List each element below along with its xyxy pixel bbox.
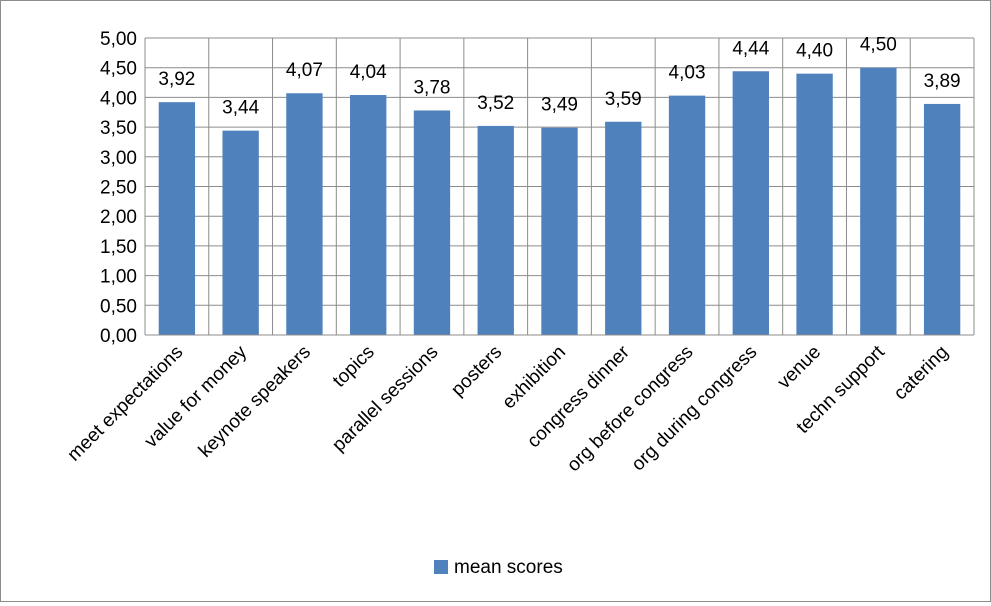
x-tick-label: posters (447, 342, 506, 401)
x-tick-label: meet expectations (64, 342, 188, 466)
x-tick-label: venue (774, 342, 825, 393)
y-tick-label: 3,50 (100, 118, 137, 139)
bar (158, 102, 196, 335)
bar (222, 130, 259, 335)
data-label: 3,49 (541, 95, 578, 116)
data-label: 3,59 (605, 89, 642, 110)
data-label: 4,50 (860, 35, 897, 56)
y-tick-label: 2,00 (100, 207, 137, 228)
y-tick-label: 0,00 (100, 326, 137, 347)
y-tick-label: 0,50 (100, 296, 137, 317)
bar (668, 95, 706, 335)
data-labels: 3,92 3,44 4,07 4,04 3,78 3,52 3,49 3,59 4,03 4,44… (158, 35, 960, 119)
bar (477, 125, 514, 335)
data-label: 3,52 (477, 93, 514, 114)
data-label: 3,89 (924, 71, 961, 92)
y-tick-label: 3,00 (100, 148, 137, 169)
data-label: 4,04 (350, 62, 387, 83)
x-tick-label: org before congress (563, 342, 697, 476)
bar (732, 71, 769, 335)
bar (796, 73, 833, 335)
bar (860, 67, 897, 335)
y-tick-label: 1,00 (100, 267, 137, 288)
legend-swatch (434, 560, 448, 574)
y-tick-label: 5,00 (100, 29, 137, 50)
legend-label-mean-scores: mean scores (454, 557, 563, 578)
data-label: 4,03 (669, 63, 706, 84)
bars (158, 67, 961, 336)
data-label: 4,40 (796, 41, 833, 62)
y-tick-label: 4,00 (100, 88, 137, 109)
bar (923, 103, 961, 336)
axes (144, 38, 974, 336)
y-tick-labels: 0,00 0,50 1,00 1,50 2,00 2,50 3,00 3,50 4,00 4,50… (100, 29, 137, 347)
y-tick-label: 1,50 (100, 237, 137, 258)
x-tick-label: catering (890, 342, 953, 405)
x-tick-label: keynote speakers (195, 342, 315, 462)
data-label: 3,78 (413, 77, 450, 98)
y-tick-label: 2,50 (100, 178, 137, 199)
x-tick-label: org during congress (628, 342, 762, 476)
data-label: 4,07 (286, 60, 323, 81)
data-label: 3,92 (158, 69, 195, 90)
x-tick-label: topics (329, 342, 379, 392)
bar (350, 95, 387, 335)
y-tick-label: 4,50 (100, 59, 137, 80)
legend: mean scores (434, 557, 563, 578)
bar (286, 93, 323, 335)
bar (541, 127, 578, 335)
data-label: 4,44 (732, 38, 769, 59)
bar (605, 121, 642, 335)
data-label: 3,44 (222, 98, 259, 119)
bar (413, 110, 451, 335)
